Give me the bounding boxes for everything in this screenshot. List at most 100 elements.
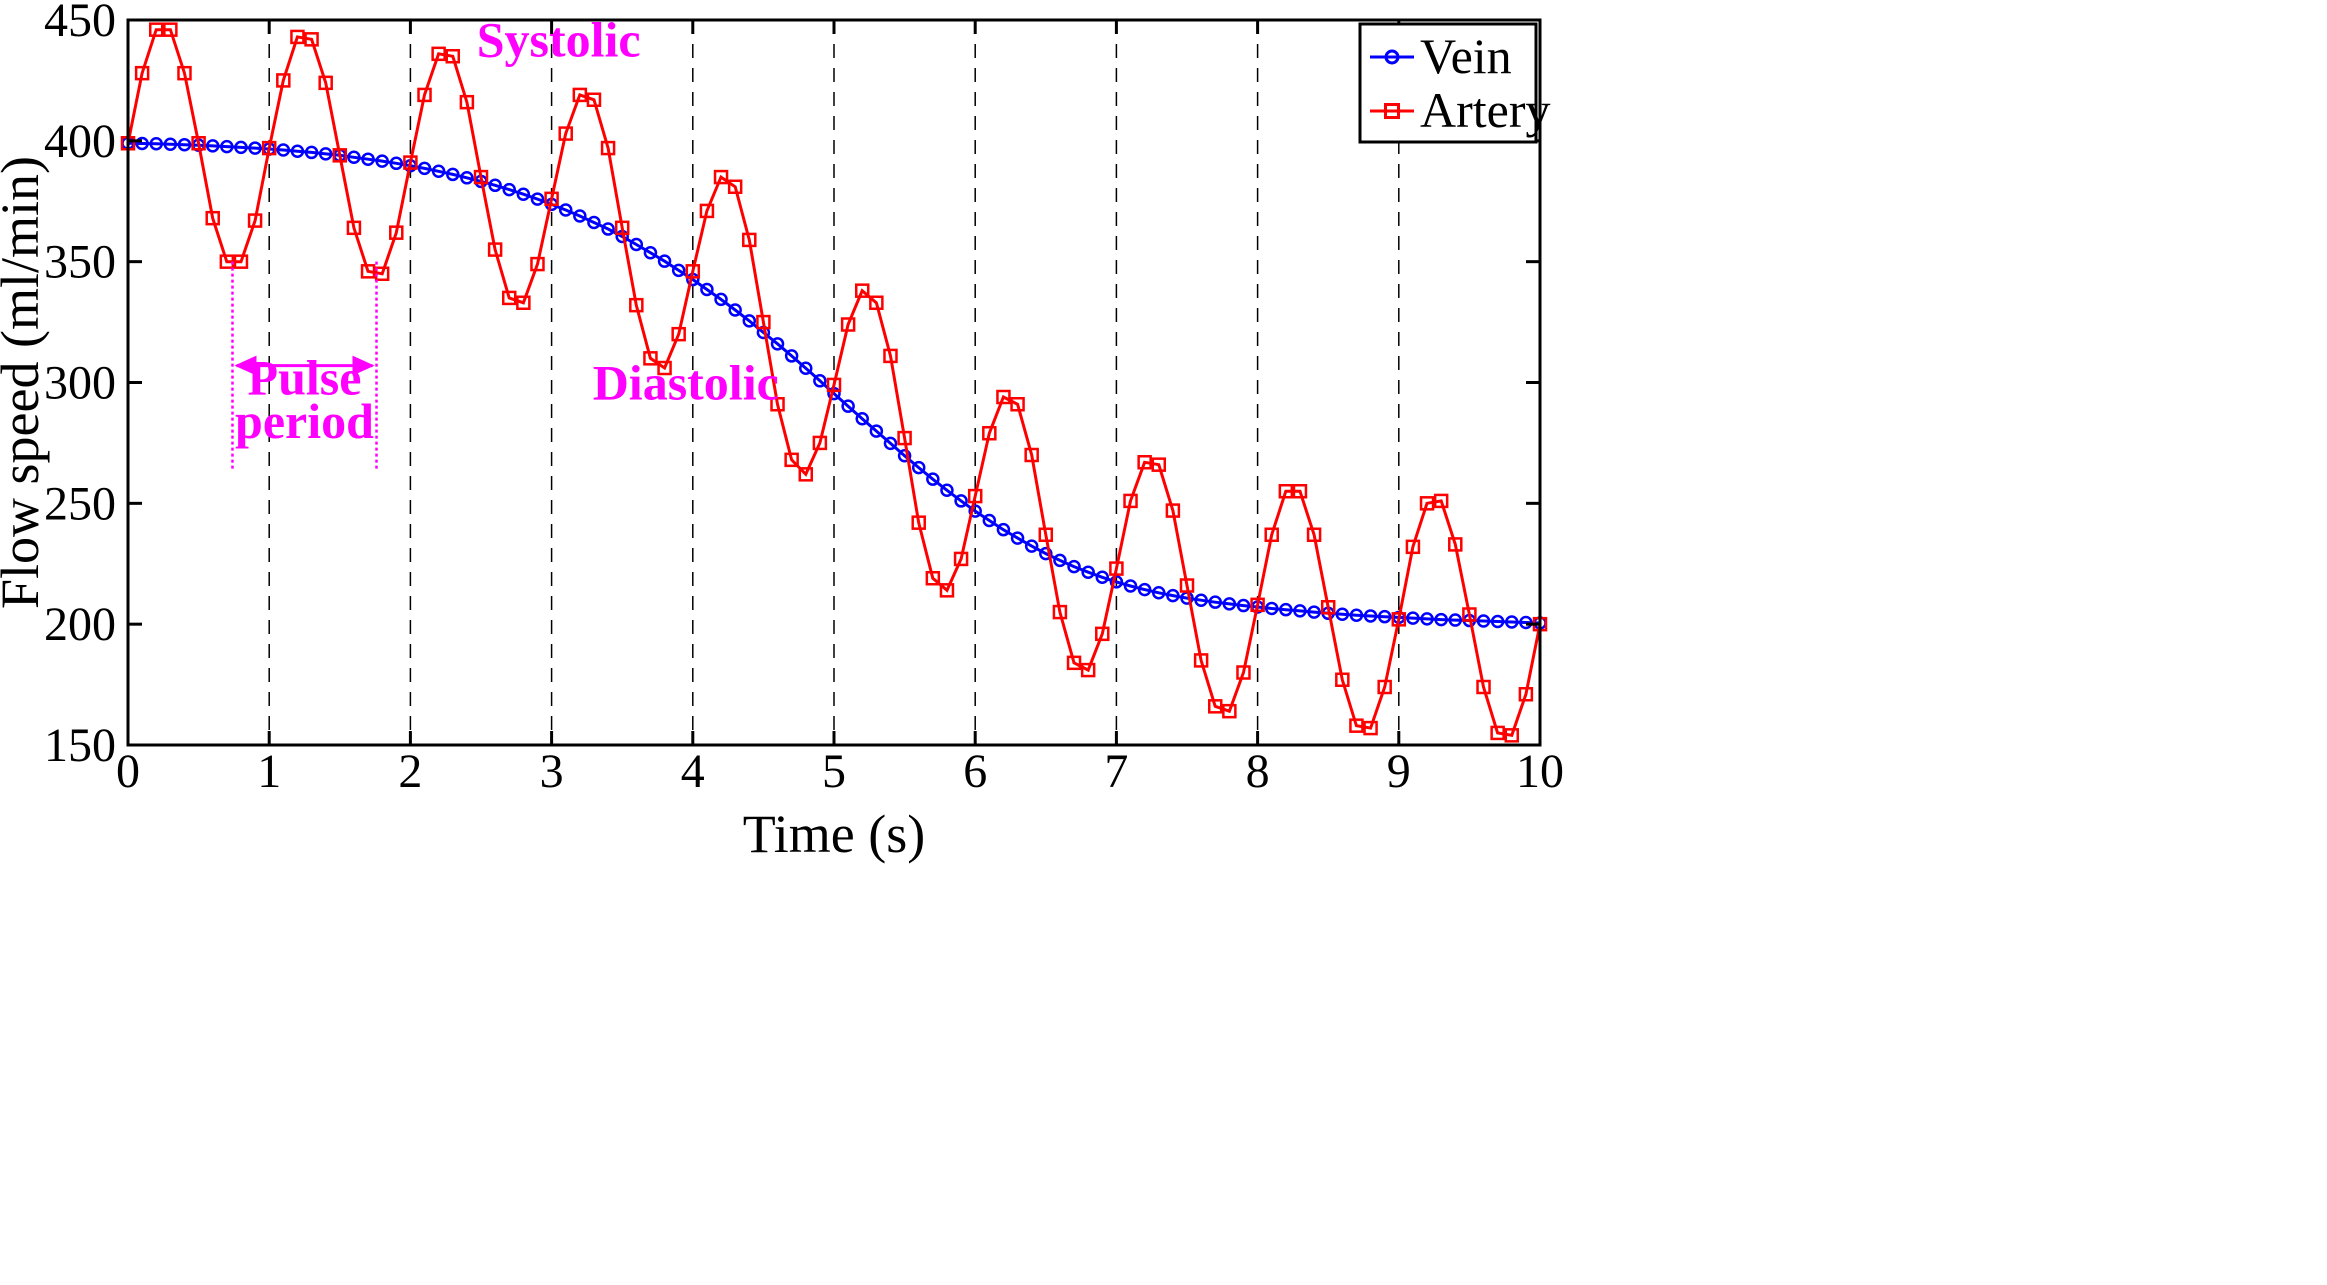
artery-point-91 — [1405, 539, 1421, 555]
artery-point-98 — [1504, 728, 1520, 743]
ticks-layer: 0 1 2 3 4 5 6 7 8 9 10 150 200 250 300 350 400 450 — [44, 0, 1564, 798]
vein-point-46 — [770, 337, 785, 351]
artery-point-89 — [1377, 679, 1392, 695]
vein-point-89 — [1377, 609, 1392, 624]
artery-point-57 — [925, 571, 941, 586]
artery-point-86 — [1335, 672, 1350, 687]
artery-point-53 — [869, 295, 884, 310]
artery-point-50 — [826, 377, 842, 393]
vein-point-29 — [530, 192, 545, 206]
pulse-period-arrowhead-left — [234, 355, 257, 376]
vein-point-3 — [163, 137, 178, 151]
artery-point-20 — [403, 155, 418, 170]
x-tick-label-7: 7 — [1104, 745, 1128, 798]
vein-point-44 — [742, 314, 757, 328]
y-tick-label-450: 450 — [44, 0, 116, 47]
artery-point-56 — [911, 515, 926, 530]
artery-point-29 — [530, 256, 545, 272]
artery-point-49 — [812, 435, 828, 451]
vein-point-77 — [1208, 595, 1222, 609]
vein-point-1 — [135, 136, 149, 151]
artery-point-64 — [1024, 447, 1039, 463]
artery-point-35 — [614, 220, 630, 236]
vein-point-39 — [671, 263, 686, 278]
vein-point-16 — [347, 150, 361, 165]
artery-point-76 — [1193, 653, 1209, 668]
vein-point-49 — [813, 374, 827, 388]
x-tick-label-6: 6 — [963, 745, 987, 798]
artery-point-58 — [939, 583, 955, 598]
legend-box — [1358, 22, 1538, 144]
artery-point-88 — [1363, 720, 1378, 736]
vein-point-31 — [558, 203, 573, 217]
artery-point-19 — [389, 225, 404, 240]
artery-point-55 — [897, 430, 912, 446]
vein-point-55 — [897, 448, 912, 463]
vein-point-26 — [488, 178, 502, 193]
vein-point-43 — [728, 303, 742, 317]
vein-point-4 — [177, 137, 192, 152]
artery-point-10 — [261, 140, 277, 156]
artery-point-26 — [487, 242, 503, 257]
artery-point-60 — [967, 488, 983, 504]
artery-point-69 — [1095, 626, 1110, 642]
vein-point-73 — [1152, 586, 1166, 600]
vein-point-81 — [1264, 601, 1279, 616]
vein-point-78 — [1222, 597, 1237, 611]
artery-point-67 — [1066, 655, 1082, 671]
artery-point-65 — [1038, 527, 1054, 542]
artery-point-90 — [1391, 612, 1407, 627]
artery-point-11 — [276, 73, 291, 88]
vein-point-14 — [318, 147, 333, 161]
artery-point-63 — [1010, 397, 1025, 412]
artery-point-23 — [445, 49, 461, 64]
vein-point-7 — [220, 139, 234, 154]
vein-point-92 — [1420, 612, 1434, 626]
vein-point-6 — [205, 139, 220, 153]
artery-point-62 — [996, 389, 1011, 405]
x-axis-label: Time (s) — [743, 804, 926, 864]
artery-point-22 — [431, 46, 446, 62]
vein-point-59 — [954, 494, 968, 508]
vein-point-8 — [234, 140, 248, 155]
artery-point-12 — [290, 29, 305, 45]
y-axis-label: Flow speed (ml/min) — [0, 156, 50, 609]
artery-point-9 — [247, 213, 263, 228]
vein-point-65 — [1039, 546, 1053, 561]
artery-point-93 — [1433, 493, 1449, 509]
y-tick-label-400: 400 — [44, 115, 116, 168]
vein-point-91 — [1406, 611, 1420, 625]
vein-point-51 — [841, 399, 855, 413]
annotation-pulse: Pulse — [248, 350, 362, 406]
vein-point-99 — [1519, 615, 1533, 630]
vein-point-56 — [911, 460, 926, 475]
vein-point-88 — [1363, 609, 1378, 623]
artery-point-25 — [473, 169, 489, 185]
artery-point-74 — [1165, 503, 1181, 518]
vein-point-98 — [1505, 615, 1519, 629]
vein-point-69 — [1095, 570, 1110, 585]
artery-point-42 — [713, 169, 729, 185]
artery-point-97 — [1490, 725, 1505, 741]
vein-point-32 — [573, 209, 587, 223]
artery-point-41 — [699, 203, 715, 219]
vein-point-72 — [1137, 582, 1152, 597]
vein-point-66 — [1053, 553, 1067, 568]
artery-point-51 — [840, 317, 856, 332]
vein-point-36 — [629, 237, 644, 252]
legend-marker-vein — [1384, 49, 1400, 65]
artery-point-71 — [1123, 493, 1138, 509]
artery-point-75 — [1179, 578, 1195, 593]
artery-point-44 — [742, 232, 757, 248]
artery-point-87 — [1349, 718, 1364, 733]
vein-point-74 — [1166, 588, 1180, 603]
x-tick-label-4: 4 — [681, 745, 705, 798]
artery-point-94 — [1448, 537, 1463, 552]
vein-point-61 — [982, 513, 997, 528]
artery-point-28 — [516, 295, 531, 310]
vein-point-79 — [1236, 598, 1251, 613]
vein-point-19 — [389, 156, 404, 171]
vein-point-22 — [431, 164, 446, 179]
artery-point-92 — [1419, 496, 1435, 511]
